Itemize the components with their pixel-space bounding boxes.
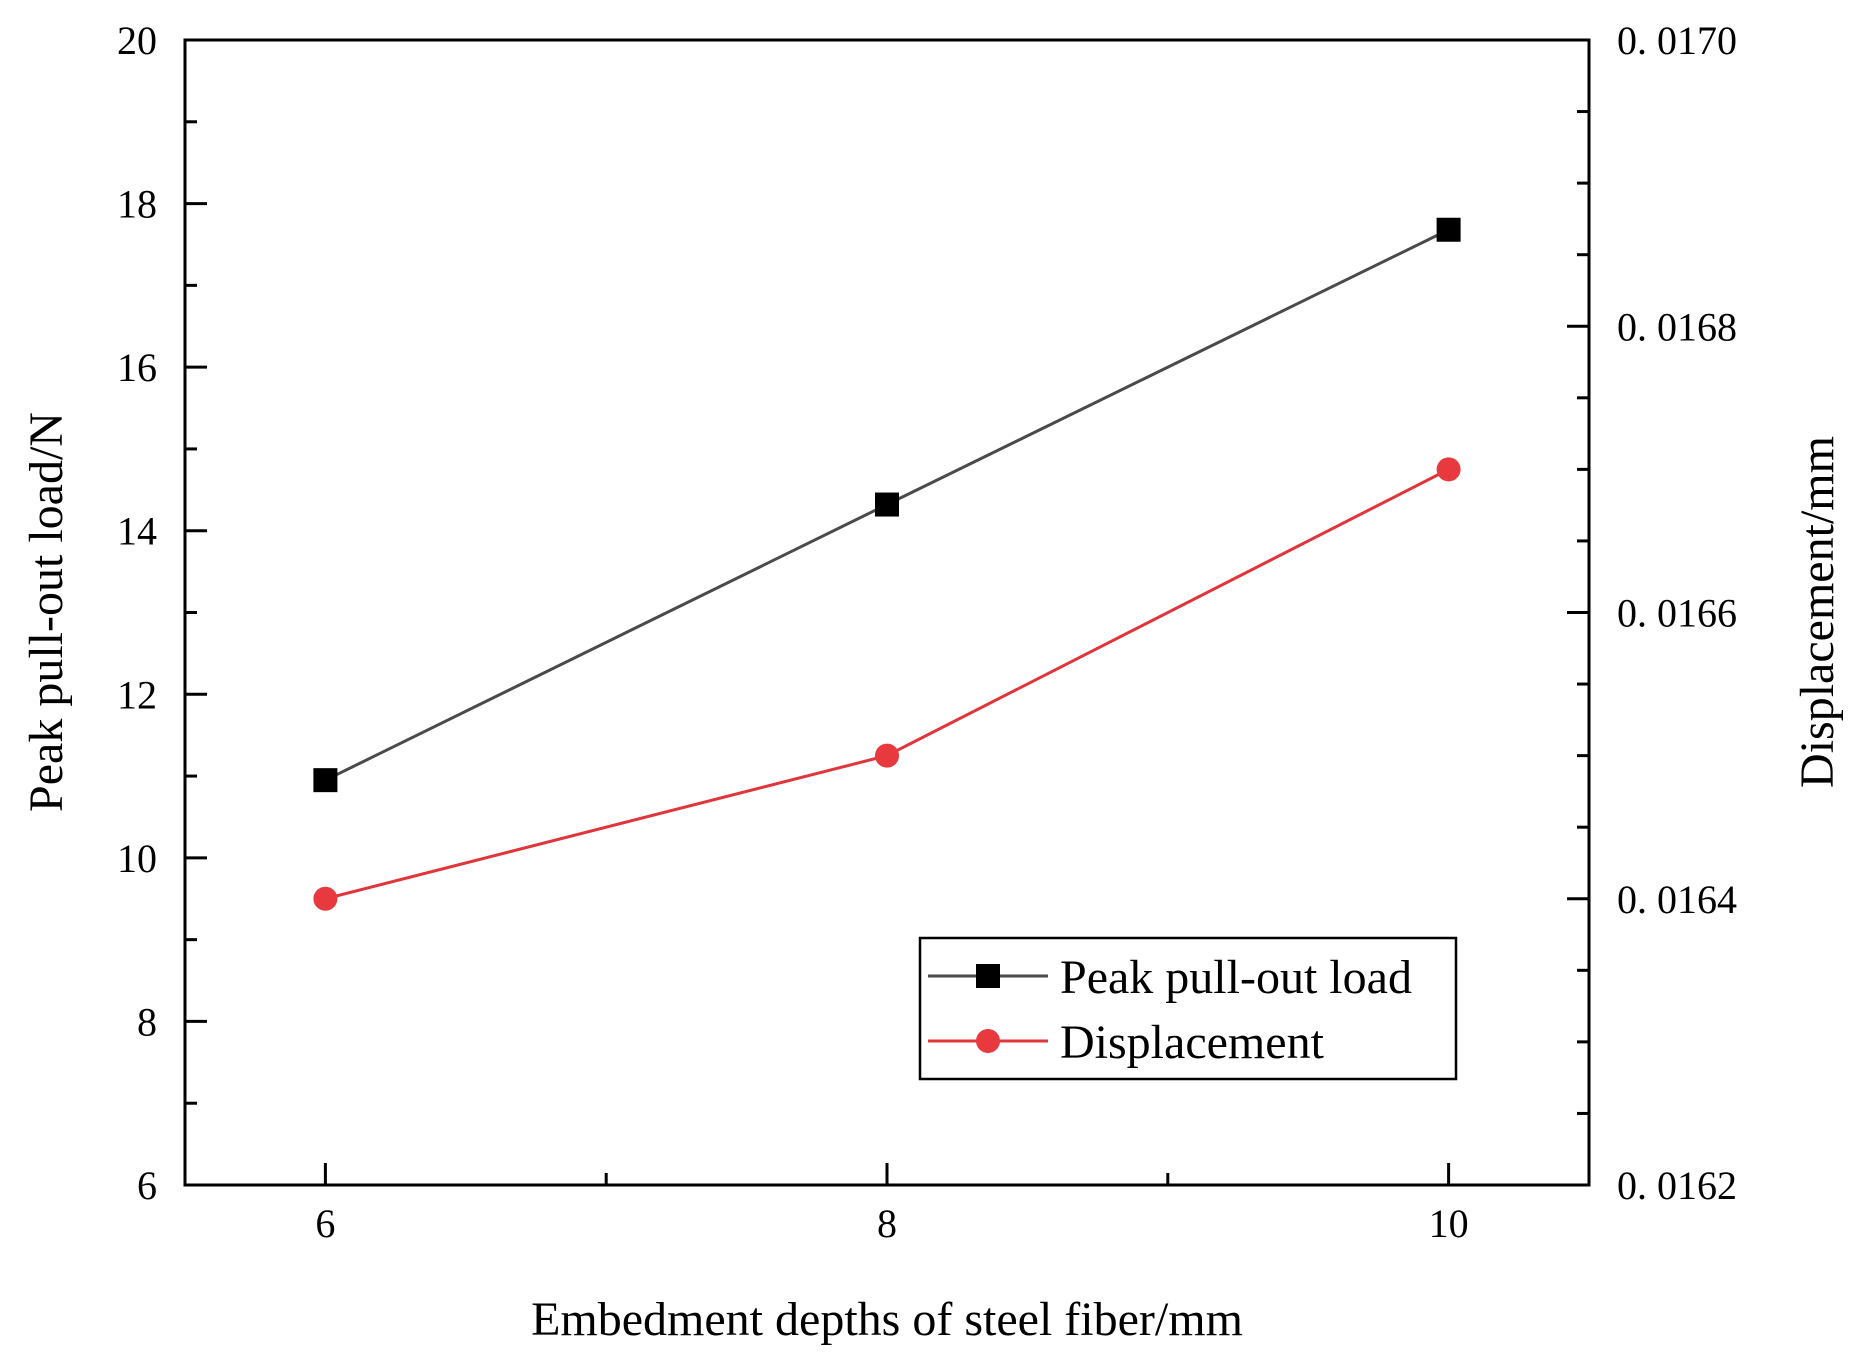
series-layer — [313, 217, 1461, 911]
legend: Peak pull-out load Displacement — [918, 936, 1458, 1081]
data-point-peak-load — [1436, 217, 1461, 242]
data-point-displacement — [875, 743, 899, 768]
left-tick-label: 8 — [137, 999, 157, 1044]
right-tick-label: 0. 0164 — [1617, 877, 1737, 922]
left-tick-label: 10 — [117, 836, 157, 881]
left-tick-label: 14 — [117, 509, 157, 554]
data-point-displacement — [313, 886, 338, 911]
x-tick-label: 10 — [1429, 1201, 1469, 1246]
x-tick-label: 6 — [315, 1201, 335, 1246]
left-tick-label: 20 — [117, 18, 157, 63]
legend-label-displacement: Displacement — [1060, 1016, 1325, 1069]
x-axis-title: Embedment depths of steel fiber/mm — [531, 1293, 1243, 1346]
right-tick-label: 0. 0166 — [1617, 591, 1737, 636]
right-axis: 0. 0162 0. 0164 0. 0166 0. 0168 0. 0170 — [1567, 18, 1737, 1208]
left-tick-label: 12 — [117, 672, 157, 717]
right-tick-label: 0. 0168 — [1617, 304, 1737, 349]
right-tick-label: 0. 0170 — [1617, 18, 1737, 63]
x-axis: 6 8 10 — [315, 1163, 1469, 1246]
x-tick-label: 8 — [877, 1201, 897, 1246]
left-axis-title: Peak pull-out load/N — [20, 412, 73, 812]
data-point-peak-load — [313, 768, 338, 793]
data-point-peak-load — [875, 492, 899, 517]
left-axis: 6 8 10 12 14 16 18 20 — [117, 18, 207, 1208]
right-axis-title: Displacement/mm — [1791, 436, 1844, 788]
legend-box — [918, 936, 1458, 1081]
legend-marker-square — [976, 964, 1000, 988]
right-tick-label: 0. 0162 — [1617, 1163, 1737, 1208]
data-point-displacement — [1436, 457, 1461, 482]
legend-marker-circle — [976, 1029, 1000, 1053]
left-tick-label: 6 — [137, 1163, 157, 1208]
left-tick-label: 18 — [117, 182, 157, 227]
legend-label-peak-load: Peak pull-out load — [1060, 951, 1412, 1004]
left-tick-label: 16 — [117, 345, 157, 390]
